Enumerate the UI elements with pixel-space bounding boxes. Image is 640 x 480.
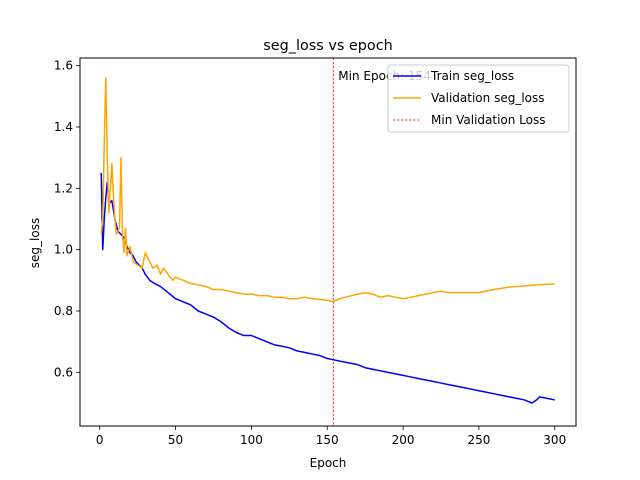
y-tick-label: 1.2 [54, 181, 73, 195]
x-tick-label: 50 [168, 433, 183, 447]
legend-label-min-line: Min Validation Loss [431, 113, 546, 127]
x-tick-label: 150 [316, 433, 339, 447]
x-tick-label: 100 [240, 433, 263, 447]
axis-ticks: 0 50 100 150 200 250 300 0.6 0.8 1.0 1.2 1.4 1.6 [54, 59, 566, 447]
validation-seg-loss-line [100, 77, 555, 303]
legend: Train seg_loss Validation seg_loss Min V… [387, 64, 570, 133]
y-tick-label: 1.6 [54, 59, 73, 73]
legend-label-train: Train seg_loss [430, 69, 514, 83]
chart-title: seg_loss vs epoch [263, 38, 392, 54]
plot-lines [100, 58, 555, 426]
y-tick-label: 1.0 [54, 243, 73, 257]
y-tick-label: 0.6 [54, 365, 73, 379]
x-tick-label: 0 [96, 433, 104, 447]
y-axis-label: seg_loss [28, 218, 42, 268]
legend-label-validation: Validation seg_loss [431, 91, 545, 105]
y-tick-label: 0.8 [54, 304, 73, 318]
x-axis-label: Epoch [310, 456, 347, 470]
axes-frame [79, 57, 577, 427]
y-tick-label: 1.4 [54, 120, 73, 134]
x-tick-label: 250 [467, 433, 490, 447]
legend-box [387, 64, 570, 133]
train-seg-loss-line [100, 172, 555, 404]
x-tick-label: 300 [543, 433, 566, 447]
x-tick-label: 200 [392, 433, 415, 447]
